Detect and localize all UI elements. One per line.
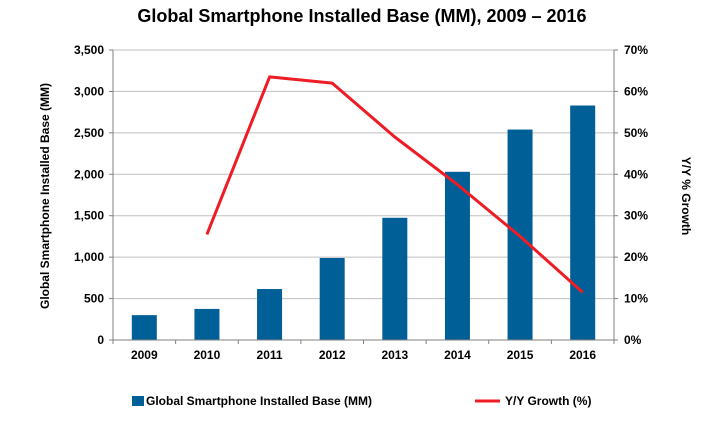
bar	[382, 217, 408, 340]
bar-series	[131, 105, 596, 340]
x-tick-label: 2015	[507, 348, 534, 362]
y-axis-left-ticks: 0 500 1,000 1,500 2,000 2,500 3,000 3,500	[74, 43, 104, 347]
bar	[131, 315, 157, 340]
x-tick-label: 2010	[194, 348, 221, 362]
x-tick-label: 2013	[381, 348, 408, 362]
grid	[113, 49, 614, 300]
y-tick-label-right: 10%	[624, 292, 648, 306]
x-tick-label: 2014	[444, 348, 471, 362]
bar	[194, 308, 220, 340]
axes	[109, 49, 618, 344]
y-tick-label-right: 0%	[624, 333, 642, 347]
x-tick-label: 2009	[131, 348, 158, 362]
y-tick-label-left: 2,500	[74, 126, 104, 140]
y-tick-label-right: 20%	[624, 250, 648, 264]
y-tick-label-right: 30%	[624, 209, 648, 223]
y-axis-right-ticks: 0% 10% 20% 30% 40% 50% 60% 70%	[624, 43, 648, 347]
bar	[570, 105, 596, 340]
y-tick-label-left: 0	[97, 333, 104, 347]
chart-title: Global Smartphone Installed Base (MM), 2…	[137, 6, 586, 26]
line-series	[205, 75, 584, 294]
x-axis-ticks: 2009 2010 2011 2012 2013 2014 2015 2016	[131, 348, 596, 362]
y-tick-label-right: 50%	[624, 126, 648, 140]
y-tick-label-right: 60%	[624, 84, 648, 98]
y-tick-label-left: 2,000	[74, 167, 104, 181]
y-tick-label-right: 40%	[624, 167, 648, 181]
x-tick-label: 2016	[569, 348, 596, 362]
legend-label-line: Y/Y Growth (%)	[505, 394, 591, 408]
y-axis-right-label: Y/Y % Growth	[679, 157, 693, 235]
x-tick-label: 2011	[257, 348, 283, 362]
legend-label-bar: Global Smartphone Installed Base (MM)	[146, 394, 372, 408]
growth-line	[205, 75, 584, 294]
y-tick-label-left: 1,500	[74, 209, 104, 223]
y-tick-label-left: 3,000	[74, 84, 104, 98]
y-tick-label-left: 1,000	[74, 250, 104, 264]
y-tick-label-left: 3,500	[74, 43, 104, 57]
x-tick-label: 2012	[319, 348, 346, 362]
y-axis-left-label: Global Smartphone Installed Base (MM)	[38, 83, 52, 309]
bar	[319, 257, 345, 340]
y-tick-label-right: 70%	[624, 43, 648, 57]
legend-swatch-bar	[132, 396, 144, 406]
legend: Global Smartphone Installed Base (MM) Y/…	[132, 394, 591, 408]
bar	[257, 289, 283, 340]
bar	[444, 171, 470, 340]
y-tick-label-left: 500	[84, 292, 104, 306]
